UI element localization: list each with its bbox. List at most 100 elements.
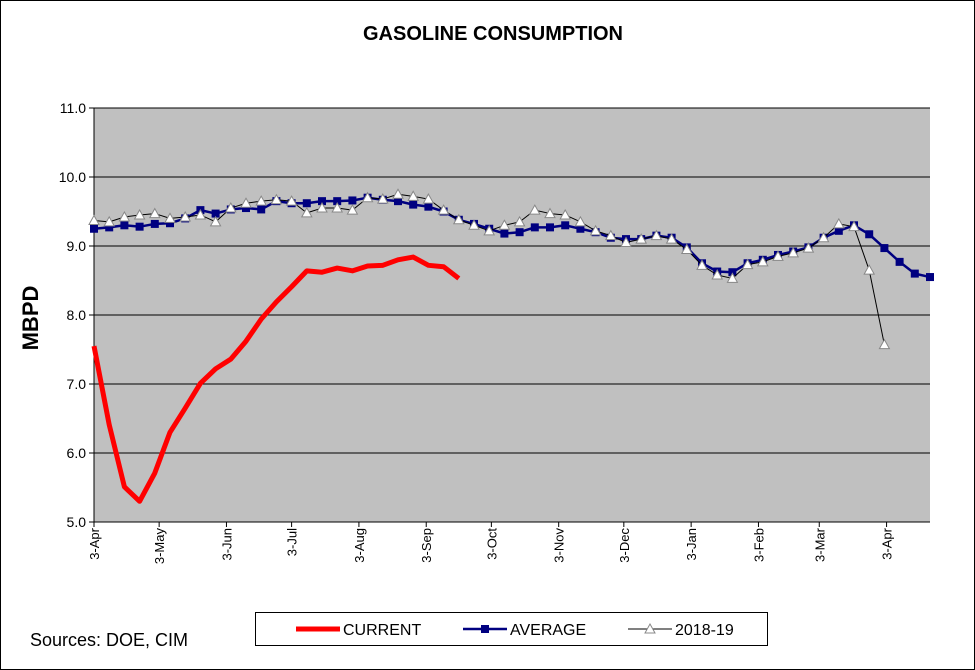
data-point <box>530 223 539 232</box>
data-point <box>90 224 98 233</box>
data-point <box>546 223 554 232</box>
data-point <box>424 202 433 211</box>
series-line <box>91 254 461 504</box>
data-point <box>848 220 860 232</box>
data-point <box>211 209 220 218</box>
y-tick-label: 10.0 <box>59 169 86 185</box>
x-tick-label: 3-Nov <box>552 528 567 563</box>
data-point <box>498 219 511 230</box>
data-point <box>348 196 357 205</box>
data-point <box>135 222 144 231</box>
data-point <box>832 217 845 229</box>
y-tick-label: 9.0 <box>67 238 87 254</box>
data-point <box>285 195 298 206</box>
data-point <box>103 215 116 227</box>
data-point <box>863 264 876 275</box>
annotation: Sources: DOE, CIM <box>30 630 188 650</box>
data-point <box>333 197 342 206</box>
data-point <box>224 202 237 213</box>
data-point <box>576 224 585 233</box>
y-tick-label: 5.0 <box>67 514 87 530</box>
data-point <box>559 208 572 220</box>
data-point <box>468 219 480 230</box>
x-tick-label: 3-Apr <box>87 527 102 559</box>
x-tick-label: 3-Jan <box>684 528 699 561</box>
data-point <box>926 273 934 282</box>
data-point <box>302 199 311 208</box>
data-point <box>544 207 556 219</box>
data-point <box>166 219 174 228</box>
data-point <box>437 204 450 215</box>
data-point <box>665 233 678 244</box>
data-point <box>561 221 570 230</box>
legend-label: CURRENT <box>343 622 421 639</box>
data-point <box>240 197 252 208</box>
x-tick-label: 3-Mar <box>812 527 827 562</box>
data-point <box>257 205 266 214</box>
data-point <box>194 208 207 220</box>
x-tick-label: 3-Jun <box>219 528 234 561</box>
data-point <box>817 231 830 243</box>
data-point <box>300 206 313 218</box>
data-point <box>331 202 344 213</box>
data-point <box>528 204 541 215</box>
data-point <box>120 221 129 230</box>
data-point <box>270 193 283 205</box>
data-point <box>148 207 161 219</box>
data-point <box>179 210 192 222</box>
data-point <box>376 193 389 204</box>
x-tick-label: 3-Jul <box>285 528 300 556</box>
data-point <box>361 191 374 203</box>
data-point <box>407 190 420 201</box>
data-point <box>483 224 496 236</box>
data-point <box>118 210 131 222</box>
data-point <box>133 208 146 220</box>
data-point <box>394 197 402 206</box>
x-tick-label: 3-Feb <box>751 528 766 562</box>
data-point <box>574 215 587 227</box>
legend-marker <box>481 625 489 633</box>
legend-box <box>255 612 768 646</box>
data-point <box>452 213 465 225</box>
data-point <box>589 224 602 236</box>
data-point <box>164 212 176 223</box>
data-point <box>878 338 891 350</box>
x-tick-label: 3-Aug <box>352 528 367 563</box>
data-point <box>500 229 509 238</box>
y-tick-label: 11.0 <box>60 100 86 116</box>
data-point <box>728 268 737 277</box>
data-point <box>787 246 800 258</box>
data-point <box>741 258 754 270</box>
data-point <box>513 215 526 227</box>
data-point <box>105 223 114 232</box>
data-point <box>635 233 648 244</box>
data-point <box>316 202 328 213</box>
data-point <box>756 255 769 267</box>
data-point <box>726 272 739 283</box>
data-point <box>88 214 100 225</box>
data-point <box>865 230 874 239</box>
legend-label: 2018-19 <box>675 622 734 639</box>
legend-marker <box>644 622 656 634</box>
x-tick-label: 3-Sep <box>419 528 434 563</box>
data-point <box>515 228 524 237</box>
data-point <box>772 250 784 261</box>
data-point <box>696 259 708 270</box>
y-axis-label: MBPD <box>18 286 43 351</box>
legend-label: AVERAGE <box>510 622 586 639</box>
data-point <box>209 215 222 227</box>
data-point <box>711 268 724 280</box>
data-point <box>910 269 919 278</box>
data-point <box>422 193 435 204</box>
data-point <box>802 242 815 253</box>
x-tick-label: 3-Oct <box>484 528 499 560</box>
x-tick-label: 3-Dec <box>617 528 632 563</box>
data-point <box>880 244 889 253</box>
data-point <box>346 204 359 215</box>
x-tick-label: 3-Apr <box>880 527 895 559</box>
chart-title: GASOLINE CONSUMPTION <box>363 23 623 45</box>
y-tick-label: 8.0 <box>67 307 87 323</box>
data-point <box>895 257 904 266</box>
x-tick-label: 3-May <box>152 528 167 565</box>
